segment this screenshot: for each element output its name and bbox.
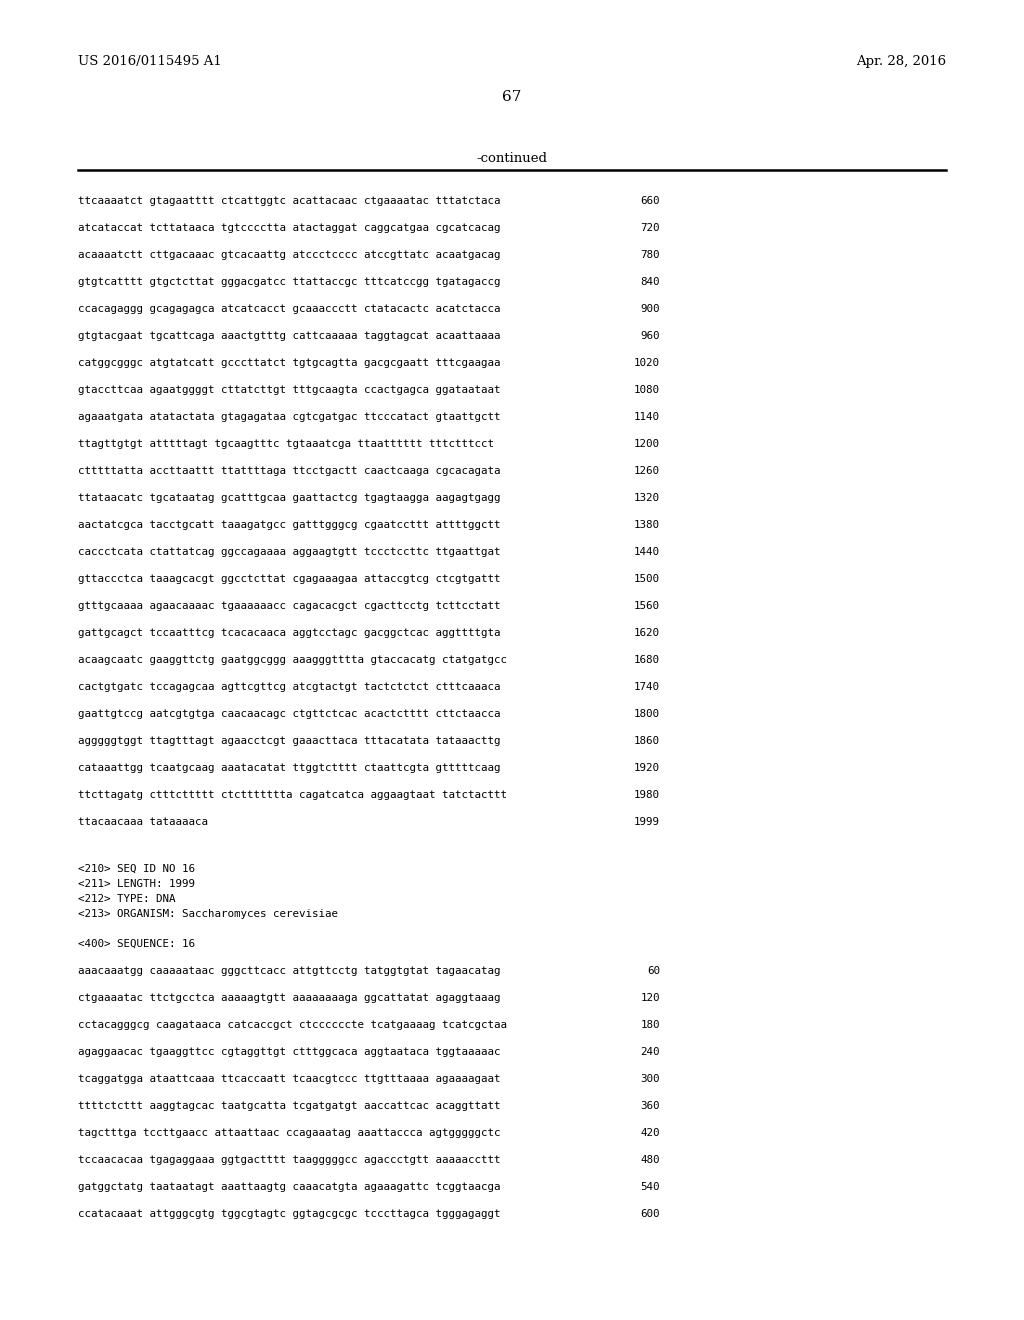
Text: 67: 67 xyxy=(503,90,521,104)
Text: 420: 420 xyxy=(640,1129,660,1138)
Text: catggcgggc atgtatcatt gcccttatct tgtgcagtta gacgcgaatt tttcgaagaa: catggcgggc atgtatcatt gcccttatct tgtgcag… xyxy=(78,358,501,368)
Text: 1260: 1260 xyxy=(634,466,660,477)
Text: 1980: 1980 xyxy=(634,789,660,800)
Text: 780: 780 xyxy=(640,249,660,260)
Text: 1320: 1320 xyxy=(634,492,660,503)
Text: gaattgtccg aatcgtgtga caacaacagc ctgttctcac acactctttt cttctaacca: gaattgtccg aatcgtgtga caacaacagc ctgttct… xyxy=(78,709,501,719)
Text: caccctcata ctattatcag ggccagaaaa aggaagtgtt tccctccttc ttgaattgat: caccctcata ctattatcag ggccagaaaa aggaagt… xyxy=(78,546,501,557)
Text: 1680: 1680 xyxy=(634,655,660,665)
Text: 1999: 1999 xyxy=(634,817,660,828)
Text: 1140: 1140 xyxy=(634,412,660,422)
Text: ttttctcttt aaggtagcac taatgcatta tcgatgatgt aaccattcac acaggttatt: ttttctcttt aaggtagcac taatgcatta tcgatga… xyxy=(78,1101,501,1111)
Text: agaaatgata atatactata gtagagataa cgtcgatgac ttcccatact gtaattgctt: agaaatgata atatactata gtagagataa cgtcgat… xyxy=(78,412,501,422)
Text: cactgtgatc tccagagcaa agttcgttcg atcgtactgt tactctctct ctttcaaaca: cactgtgatc tccagagcaa agttcgttcg atcgtac… xyxy=(78,682,501,692)
Text: 1800: 1800 xyxy=(634,709,660,719)
Text: ctttttatta accttaattt ttattttaga ttcctgactt caactcaaga cgcacagata: ctttttatta accttaattt ttattttaga ttcctga… xyxy=(78,466,501,477)
Text: 960: 960 xyxy=(640,331,660,341)
Text: gatggctatg taataatagt aaattaagtg caaacatgta agaaagattc tcggtaacga: gatggctatg taataatagt aaattaagtg caaacat… xyxy=(78,1181,501,1192)
Text: 1500: 1500 xyxy=(634,574,660,583)
Text: gtttgcaaaa agaacaaaac tgaaaaaacc cagacacgct cgacttcctg tcttcctatt: gtttgcaaaa agaacaaaac tgaaaaaacc cagacac… xyxy=(78,601,501,611)
Text: ttcttagatg ctttcttttt ctcttttttta cagatcatca aggaagtaat tatctacttt: ttcttagatg ctttcttttt ctcttttttta cagatc… xyxy=(78,789,507,800)
Text: 60: 60 xyxy=(647,966,660,975)
Text: cctacagggcg caagataaca catcaccgct ctccccccte tcatgaaaag tcatcgctaa: cctacagggcg caagataaca catcaccgct ctcccc… xyxy=(78,1020,507,1030)
Text: ctgaaaatac ttctgcctca aaaaagtgtt aaaaaaaaga ggcattatat agaggtaaag: ctgaaaatac ttctgcctca aaaaagtgtt aaaaaaa… xyxy=(78,993,501,1003)
Text: <210> SEQ ID NO 16: <210> SEQ ID NO 16 xyxy=(78,865,195,874)
Text: gttaccctca taaagcacgt ggcctcttat cgagaaagaa attaccgtcg ctcgtgattt: gttaccctca taaagcacgt ggcctcttat cgagaaa… xyxy=(78,574,501,583)
Text: ttagttgtgt atttttagt tgcaagtttc tgtaaatcga ttaatttttt tttctttcct: ttagttgtgt atttttagt tgcaagtttc tgtaaatc… xyxy=(78,440,494,449)
Text: -continued: -continued xyxy=(476,152,548,165)
Text: ttataacatc tgcataatag gcatttgcaa gaattactcg tgagtaagga aagagtgagg: ttataacatc tgcataatag gcatttgcaa gaattac… xyxy=(78,492,501,503)
Text: acaagcaatc gaaggttctg gaatggcggg aaagggtttta gtaccacatg ctatgatgcc: acaagcaatc gaaggttctg gaatggcggg aaagggt… xyxy=(78,655,507,665)
Text: 1440: 1440 xyxy=(634,546,660,557)
Text: 660: 660 xyxy=(640,195,660,206)
Text: 240: 240 xyxy=(640,1047,660,1057)
Text: 480: 480 xyxy=(640,1155,660,1166)
Text: gtaccttcaa agaatggggt cttatcttgt tttgcaagta ccactgagca ggataataat: gtaccttcaa agaatggggt cttatcttgt tttgcaa… xyxy=(78,385,501,395)
Text: cataaattgg tcaatgcaag aaatacatat ttggtctttt ctaattcgta gtttttcaag: cataaattgg tcaatgcaag aaatacatat ttggtct… xyxy=(78,763,501,774)
Text: tcaggatgga ataattcaaa ttcaccaatt tcaacgtccc ttgtttaaaa agaaaagaat: tcaggatgga ataattcaaa ttcaccaatt tcaacgt… xyxy=(78,1074,501,1084)
Text: tagctttga tccttgaacc attaattaac ccagaaatag aaattaccca agtgggggctc: tagctttga tccttgaacc attaattaac ccagaaat… xyxy=(78,1129,501,1138)
Text: gattgcagct tccaatttcg tcacacaaca aggtcctagc gacggctcac aggttttgta: gattgcagct tccaatttcg tcacacaaca aggtcct… xyxy=(78,628,501,638)
Text: <212> TYPE: DNA: <212> TYPE: DNA xyxy=(78,894,175,904)
Text: atcataccat tcttataaca tgtcccctta atactaggat caggcatgaa cgcatcacag: atcataccat tcttataaca tgtcccctta atactag… xyxy=(78,223,501,234)
Text: US 2016/0115495 A1: US 2016/0115495 A1 xyxy=(78,55,222,69)
Text: 360: 360 xyxy=(640,1101,660,1111)
Text: aactatcgca tacctgcatt taaagatgcc gatttgggcg cgaatccttt attttggctt: aactatcgca tacctgcatt taaagatgcc gatttgg… xyxy=(78,520,501,531)
Text: aaacaaatgg caaaaataac gggcttcacc attgttcctg tatggtgtat tagaacatag: aaacaaatgg caaaaataac gggcttcacc attgttc… xyxy=(78,966,501,975)
Text: 1080: 1080 xyxy=(634,385,660,395)
Text: 1380: 1380 xyxy=(634,520,660,531)
Text: 300: 300 xyxy=(640,1074,660,1084)
Text: 840: 840 xyxy=(640,277,660,286)
Text: gtgtacgaat tgcattcaga aaactgtttg cattcaaaaa taggtagcat acaattaaaa: gtgtacgaat tgcattcaga aaactgtttg cattcaa… xyxy=(78,331,501,341)
Text: 1560: 1560 xyxy=(634,601,660,611)
Text: ttacaacaaa tataaaaca: ttacaacaaa tataaaaca xyxy=(78,817,208,828)
Text: <211> LENGTH: 1999: <211> LENGTH: 1999 xyxy=(78,879,195,888)
Text: 540: 540 xyxy=(640,1181,660,1192)
Text: acaaaatctt cttgacaaac gtcacaattg atccctcccc atccgttatc acaatgacag: acaaaatctt cttgacaaac gtcacaattg atccctc… xyxy=(78,249,501,260)
Text: ttcaaaatct gtagaatttt ctcattggtc acattacaac ctgaaaatac tttatctaca: ttcaaaatct gtagaatttt ctcattggtc acattac… xyxy=(78,195,501,206)
Text: 600: 600 xyxy=(640,1209,660,1218)
Text: 180: 180 xyxy=(640,1020,660,1030)
Text: 720: 720 xyxy=(640,223,660,234)
Text: 1920: 1920 xyxy=(634,763,660,774)
Text: 1200: 1200 xyxy=(634,440,660,449)
Text: agggggtggt ttagtttagt agaacctcgt gaaacttaca tttacatata tataaacttg: agggggtggt ttagtttagt agaacctcgt gaaactt… xyxy=(78,737,501,746)
Text: 1020: 1020 xyxy=(634,358,660,368)
Text: 900: 900 xyxy=(640,304,660,314)
Text: agaggaacac tgaaggttcc cgtaggttgt ctttggcaca aggtaataca tggtaaaaac: agaggaacac tgaaggttcc cgtaggttgt ctttggc… xyxy=(78,1047,501,1057)
Text: <213> ORGANISM: Saccharomyces cerevisiae: <213> ORGANISM: Saccharomyces cerevisiae xyxy=(78,909,338,919)
Text: 1740: 1740 xyxy=(634,682,660,692)
Text: Apr. 28, 2016: Apr. 28, 2016 xyxy=(856,55,946,69)
Text: ccacagaggg gcagagagca atcatcacct gcaaaccctt ctatacactc acatctacca: ccacagaggg gcagagagca atcatcacct gcaaacc… xyxy=(78,304,501,314)
Text: ccatacaaat attgggcgtg tggcgtagtc ggtagcgcgc tcccttagca tgggagaggt: ccatacaaat attgggcgtg tggcgtagtc ggtagcg… xyxy=(78,1209,501,1218)
Text: tccaacacaa tgagaggaaa ggtgactttt taagggggcc agaccctgtt aaaaaccttt: tccaacacaa tgagaggaaa ggtgactttt taagggg… xyxy=(78,1155,501,1166)
Text: 1620: 1620 xyxy=(634,628,660,638)
Text: gtgtcatttt gtgctcttat gggacgatcc ttattaccgc tttcatccgg tgatagaccg: gtgtcatttt gtgctcttat gggacgatcc ttattac… xyxy=(78,277,501,286)
Text: 1860: 1860 xyxy=(634,737,660,746)
Text: 120: 120 xyxy=(640,993,660,1003)
Text: <400> SEQUENCE: 16: <400> SEQUENCE: 16 xyxy=(78,939,195,949)
